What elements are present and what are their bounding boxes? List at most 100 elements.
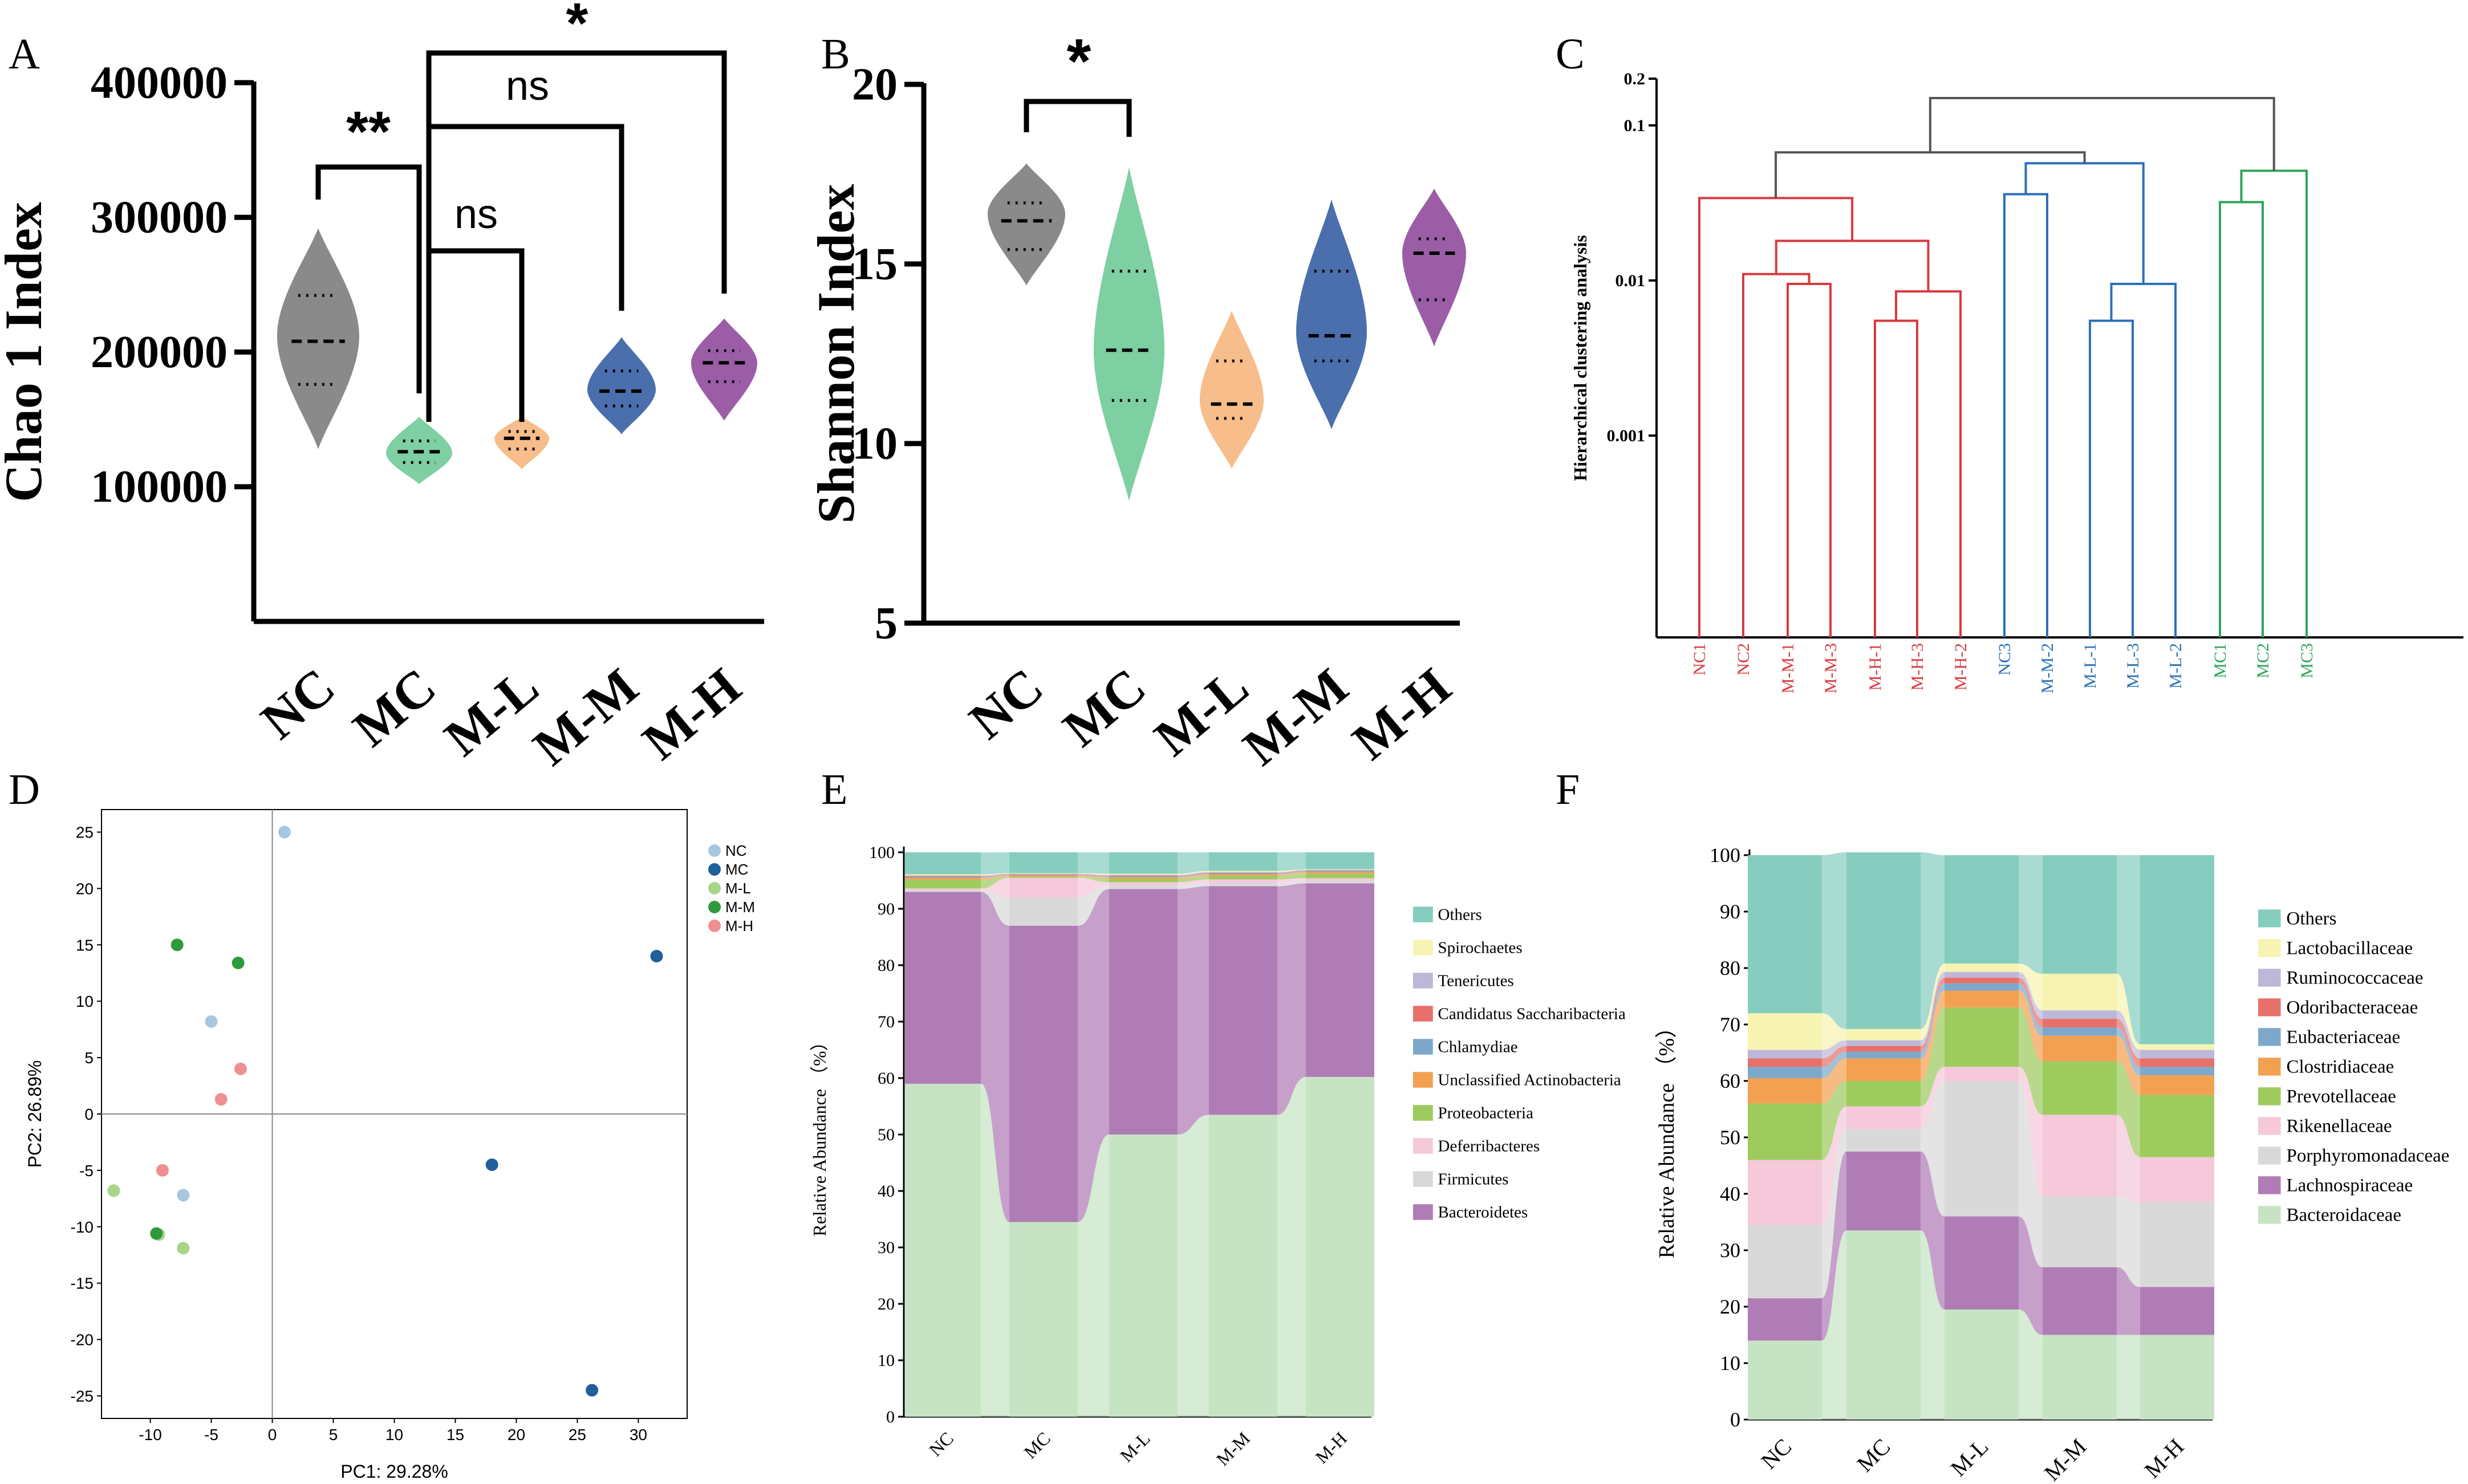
y-tick-label: 10 <box>852 418 898 469</box>
layer-eubacteriaceae <box>1748 983 2214 1079</box>
legend-label: Lachnospiraceae <box>2287 1176 2413 1196</box>
y-tick-label: 20 <box>852 59 898 109</box>
y-tick-label: 100000 <box>91 462 228 512</box>
ribbon <box>1178 871 1209 875</box>
legend-label: Odoribacteraceae <box>2287 998 2418 1018</box>
bar-segment <box>1009 873 1078 875</box>
violin-mc <box>1094 166 1164 501</box>
ribbon <box>1178 874 1209 879</box>
bar-segment <box>1945 1067 2019 1081</box>
y-tick-label: -15 <box>71 1275 94 1292</box>
layer-odoribacteraceae <box>1748 977 2214 1067</box>
ribbon <box>2117 1196 2140 1287</box>
panel-e-phylum-abundance: 0 10 20 30 40 50 60 70 80 90 100 Relative Abundance… <box>809 843 1626 1470</box>
bar-segment <box>1748 1050 1822 1059</box>
bar-segment <box>1306 852 1374 869</box>
ribbon <box>1078 875 1109 879</box>
ribbon <box>1921 983 1945 1059</box>
ribbon <box>1921 1007 1945 1107</box>
layer-rikenellaceae <box>1748 1067 2214 1225</box>
legend-label: Bacteroidaceae <box>2287 1205 2402 1226</box>
bar-segment <box>2140 855 2214 1044</box>
legend-swatch <box>1413 906 1433 922</box>
edge-strip <box>905 890 912 892</box>
legend-swatch <box>1413 1105 1433 1121</box>
legend-swatch <box>2258 1028 2281 1046</box>
layer-clostridiaceae <box>1748 990 2214 1104</box>
legend-label: Tenericutes <box>1438 971 1514 990</box>
violin-m-l <box>494 416 549 470</box>
point-m-m <box>171 938 184 952</box>
legend-swatch <box>1413 1171 1433 1187</box>
y-tick-label: 10 <box>76 993 94 1010</box>
y-tick-label: 15 <box>852 239 898 289</box>
bar-segment <box>1009 875 1078 877</box>
legend-label: Clostridiaceae <box>2287 1057 2394 1078</box>
layer-others <box>1748 852 2214 1044</box>
ribbon <box>2019 977 2043 1027</box>
legend-label: Others <box>2287 909 2337 929</box>
layer-others <box>912 852 1374 875</box>
bar-segment <box>1209 883 1277 887</box>
layer-prevotellaceae <box>1748 1007 2214 1160</box>
layer-deferribacteres <box>912 880 1374 926</box>
ribbon <box>2019 983 2043 1036</box>
edge-strip <box>905 877 912 880</box>
y-tick-label: 30 <box>1720 1239 1740 1262</box>
bar-segment <box>1009 875 1078 876</box>
ribbon <box>981 876 1009 889</box>
bar-segment <box>1748 1013 1822 1050</box>
leaf-label: NC3 <box>1995 643 2014 676</box>
bar-segment <box>1945 977 2019 983</box>
y-tick-label: 80 <box>1720 957 1740 979</box>
x-tick-label-m-h: M-H <box>631 657 751 771</box>
violin-body <box>587 337 656 434</box>
legend-marker <box>708 844 721 857</box>
bar-segment <box>912 890 981 892</box>
bar-segment <box>2043 973 2117 1011</box>
bar-segment <box>2140 1050 2214 1059</box>
bar-segment <box>1009 897 1078 926</box>
bar-segment <box>1306 869 1374 870</box>
violin-m-h <box>691 318 757 421</box>
legend-label: Spirochaetes <box>1438 938 1523 957</box>
edge-strip <box>905 874 912 876</box>
ribbon <box>1178 1115 1209 1417</box>
bar-segment <box>2043 1267 2117 1335</box>
bar-segment <box>1306 872 1374 874</box>
legend-marker <box>708 920 721 932</box>
bar-segment <box>1945 1309 2019 1420</box>
x-tick-label: -10 <box>139 1426 161 1444</box>
ribbon <box>1822 1046 1846 1067</box>
bar-segment <box>1009 877 1078 898</box>
bar-segment <box>1306 873 1374 879</box>
legend-label: Rikenellaceae <box>2287 1116 2392 1137</box>
ribbon <box>2117 1115 2140 1202</box>
x-tick-label: M-M <box>2039 1434 2092 1484</box>
ribbon <box>1822 1081 1846 1160</box>
ribbon <box>1822 1129 1846 1299</box>
point-m-h <box>156 1164 169 1177</box>
bar-segment <box>912 888 981 891</box>
y-tick-label: 40 <box>1720 1182 1740 1205</box>
bar-segment <box>2043 1061 2117 1115</box>
point-mc <box>650 950 663 963</box>
legend-swatch <box>1413 1006 1433 1022</box>
legend-label: Bacteroidetes <box>1438 1203 1528 1221</box>
x-tick-label: MC <box>1020 1428 1054 1462</box>
sig-bracket-mc-ml <box>426 248 525 422</box>
bar-segment <box>1306 869 1374 871</box>
bar-segment <box>1846 1058 1921 1081</box>
y-tick-label: 20 <box>1720 1295 1740 1318</box>
bar-segment <box>1945 963 2019 972</box>
ribbon <box>1078 873 1109 875</box>
legend-label: M-L <box>725 880 751 897</box>
bar-segment <box>2043 1196 2117 1267</box>
layer-unclassified-actinobacteria <box>912 873 1374 889</box>
layer-bacteroidetes <box>912 1077 1374 1417</box>
bar-segment <box>1945 990 2019 1008</box>
layer-others <box>912 869 1374 876</box>
bar-segment <box>1846 1028 1921 1040</box>
violin-body <box>1402 188 1466 347</box>
x-tick-label: M-M <box>1212 1428 1254 1469</box>
